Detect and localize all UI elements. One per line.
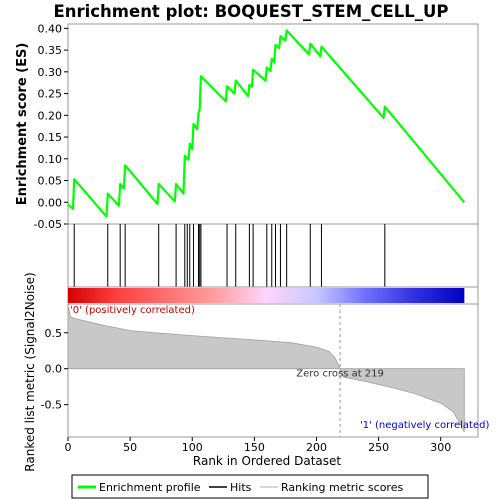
colorbar-gradient	[68, 288, 464, 303]
hits-frame	[68, 224, 478, 287]
ranked-y-axis-label: Ranked list metric (Signal2Noise)	[23, 272, 37, 471]
es-y-tick-label: 0.05	[38, 175, 63, 188]
es-y-tick-label: 0.15	[38, 131, 63, 144]
hits-panel	[68, 224, 478, 287]
es-y-tick-label: 0.20	[38, 109, 63, 122]
legend-label-enrichment: Enrichment profile	[99, 481, 201, 494]
ranked-x-tick-label: 200	[306, 441, 327, 454]
ranking-colorbar	[68, 288, 464, 303]
legend-label-hits: Hits	[230, 481, 252, 494]
ranked-y-tick-label: 0.5	[45, 327, 63, 340]
es-y-tick-label: 0.35	[38, 44, 63, 57]
es-y-tick-label: 0.25	[38, 88, 63, 101]
ranked-y-tick-label: -0.5	[41, 399, 62, 412]
ranked-x-tick-label: 250	[368, 441, 389, 454]
legend-label-ranking: Ranking metric scores	[281, 481, 403, 494]
ranked-x-tick-label: 50	[123, 441, 137, 454]
ranked-x-tick-label: 0	[65, 441, 72, 454]
es-y-axis-label: Enrichment score (ES)	[15, 43, 30, 206]
chart-title: Enrichment plot: BOQUEST_STEM_CELL_UP	[53, 2, 448, 21]
zero-cross-label: Zero cross at 219	[296, 369, 384, 380]
es-y-tick-label: -0.05	[34, 218, 62, 231]
es-y-tick-label: 0.10	[38, 153, 63, 166]
ranked-list-panel: -0.5 0.0 0.5 0 50 100 150 200 250 300 '0' (posit…	[41, 304, 490, 454]
es-plot-frame	[68, 24, 478, 224]
es-y-tick-label: 0.00	[38, 196, 63, 209]
legend: Enrichment profile Hits Ranking metric s…	[72, 475, 428, 498]
ranked-x-axis-label: Rank in Ordered Dataset	[193, 454, 341, 468]
es-y-tick-label: 0.40	[38, 22, 63, 35]
es-panel: -0.05 0.00 0.05 0.10 0.15 0.20 0.25 0.30 0.35 0.4…	[34, 22, 478, 231]
ranked-x-tick-label: 100	[182, 441, 203, 454]
ranked-x-axis: 0 50 100 150 200 250 300	[65, 437, 452, 454]
ranked-y-tick-label: 0.0	[45, 363, 63, 376]
ranked-x-tick-label: 150	[244, 441, 265, 454]
es-y-tick-label: 0.30	[38, 66, 63, 79]
ranked-x-tick-label: 300	[430, 441, 451, 454]
ranked-y-axis: -0.5 0.0 0.5	[41, 327, 68, 412]
es-y-axis: -0.05 0.00 0.05 0.10 0.15 0.20 0.25 0.30 0.35 0.4…	[34, 22, 68, 231]
ranking-colorbar-panel	[68, 287, 478, 304]
negative-correlation-label: '1' (negatively correlated)	[360, 420, 489, 431]
positive-correlation-label: '0' (positively correlated)	[70, 305, 195, 316]
